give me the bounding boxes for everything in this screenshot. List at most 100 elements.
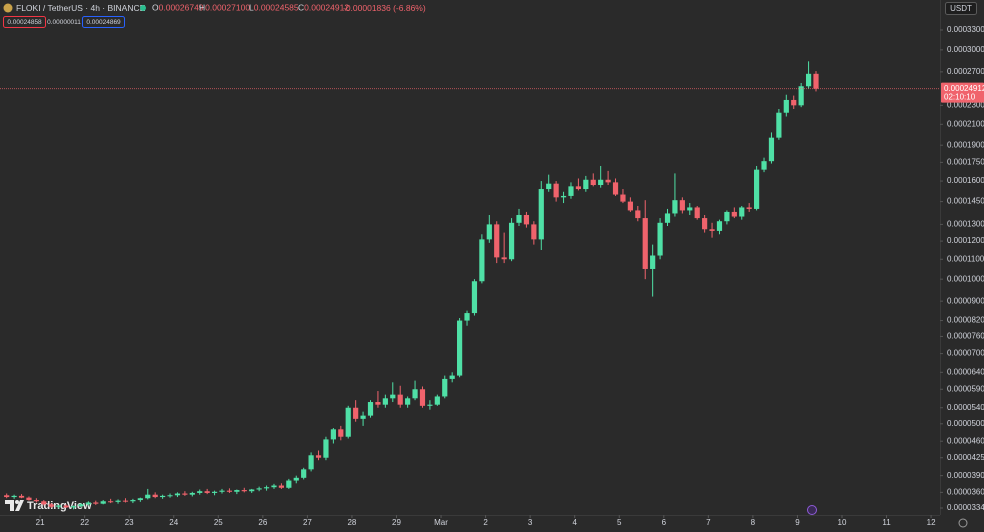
- candle-body: [739, 207, 745, 217]
- candle-body: [590, 179, 596, 186]
- candle-body: [479, 239, 485, 282]
- candle-body: [63, 505, 69, 508]
- ohlc-field: H0.00027100: [199, 3, 250, 13]
- candle-body: [405, 398, 411, 405]
- last-price-box: [941, 82, 984, 103]
- x-tick-label: 24: [169, 518, 178, 527]
- x-tick-label: 26: [258, 518, 267, 527]
- bid-box[interactable]: [3, 16, 46, 28]
- candle-body: [130, 500, 136, 502]
- candle-body: [427, 404, 433, 406]
- x-tick-label: 27: [303, 518, 312, 527]
- candle-body: [397, 394, 403, 405]
- currency-box[interactable]: [945, 2, 977, 15]
- candle-body: [620, 194, 626, 202]
- x-tick-label: 9: [795, 518, 800, 527]
- candle-body: [315, 455, 322, 458]
- candle-body: [457, 320, 463, 376]
- x-tick-label: 11: [882, 518, 891, 527]
- candle-body: [33, 500, 39, 502]
- candle-body: [189, 492, 195, 495]
- ohlc-key: O: [152, 3, 159, 13]
- candle-body: [85, 502, 91, 505]
- candle-body: [464, 313, 470, 321]
- candle-body: [41, 501, 47, 505]
- candle-body: [657, 222, 663, 256]
- candle-body: [746, 207, 752, 209]
- candle-body: [501, 257, 507, 260]
- candle-body: [523, 214, 530, 225]
- currency[interactable]: USDT: [950, 4, 972, 13]
- candle-body: [471, 281, 478, 314]
- bid[interactable]: 0.00024858: [7, 19, 42, 26]
- ohlc-field: C0.00024912: [298, 3, 349, 13]
- candle-body: [598, 179, 604, 186]
- candle-body: [642, 218, 648, 269]
- ask[interactable]: 0.00024869: [86, 19, 121, 26]
- candle-body: [323, 439, 329, 458]
- candle-body: [26, 497, 32, 501]
- candle-body: [249, 489, 255, 492]
- candle-body: [798, 86, 804, 106]
- x-tick-label: Mar: [434, 518, 448, 527]
- candle-body: [635, 210, 641, 219]
- candle-body: [256, 488, 262, 490]
- candle-body: [345, 407, 351, 437]
- candle-body: [605, 179, 611, 183]
- ask-box[interactable]: [82, 16, 125, 28]
- candle-body: [568, 186, 574, 196]
- candle-body: [11, 495, 17, 498]
- spread: 0.00000011: [47, 19, 81, 26]
- x-tick-label: 7: [706, 518, 711, 527]
- candle-body: [48, 504, 54, 507]
- candle-body: [360, 415, 366, 419]
- candle-body: [486, 224, 492, 240]
- candle-body: [449, 375, 455, 379]
- candle-body: [538, 189, 544, 240]
- x-tick-label: 3: [528, 518, 533, 527]
- candle-body: [731, 211, 737, 217]
- x-tick-label: 29: [392, 518, 401, 527]
- settings-icon[interactable]: [958, 518, 968, 528]
- event-marker[interactable]: [807, 505, 817, 515]
- candle-body: [226, 490, 233, 492]
- candle-body: [612, 182, 619, 195]
- candle-body: [241, 490, 247, 492]
- candle-body: [813, 73, 819, 89]
- candle-body: [4, 495, 10, 498]
- countdown: 02:10:10: [944, 92, 976, 101]
- candle-body: [367, 402, 374, 416]
- candle-body: [783, 99, 789, 113]
- candle-body: [768, 137, 775, 162]
- candle-body: [627, 201, 633, 211]
- candle-body: [442, 378, 448, 397]
- ohlc-value: 0.00027100: [205, 3, 250, 13]
- x-tick-label: 23: [125, 518, 134, 527]
- candle-body: [122, 500, 129, 502]
- candle-body: [278, 485, 285, 488]
- symbol-title: FLOKI / TetherUS · 4h · BINANCE: [16, 3, 146, 13]
- x-tick-label: 5: [617, 518, 622, 527]
- candle-body: [761, 161, 767, 170]
- candle-body: [508, 222, 515, 260]
- symbol-logo: [3, 3, 13, 13]
- ohlc-value: 0.00024585: [254, 3, 299, 13]
- ohlc-key: H: [199, 3, 205, 13]
- x-tick-label: 8: [751, 518, 756, 527]
- last-price-label: 0.00024912: [944, 84, 984, 93]
- candle-body: [553, 183, 559, 198]
- candle-body: [694, 207, 700, 219]
- candle-body: [70, 506, 77, 508]
